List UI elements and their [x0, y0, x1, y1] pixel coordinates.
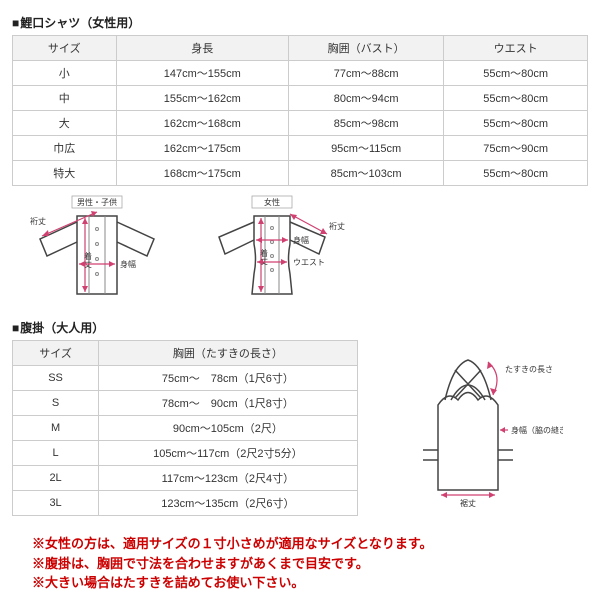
col-height: 身長 — [116, 36, 289, 61]
table-cell: 75cm～ 78cm（1尺6寸） — [99, 366, 357, 391]
svg-text:ウエスト: ウエスト — [293, 258, 325, 267]
table-row: 中155cm～162cm80cm～94cm55cm～80cm — [13, 86, 588, 111]
table-cell: S — [13, 391, 99, 416]
note-line: ※大きい場合はたすきを詰めてお使い下さい。 — [32, 573, 588, 593]
table-cell: 168cm～175cm — [116, 161, 289, 186]
table-cell: 2L — [13, 466, 99, 491]
table-cell: 中 — [13, 86, 117, 111]
table-cell: 3L — [13, 491, 99, 516]
col-size: サイズ — [13, 36, 117, 61]
table-cell: 95cm～115cm — [289, 136, 444, 161]
shirt-diagram-male-icon: 男性・子供 裄丈 着丈 身幅 — [22, 194, 177, 309]
table-cell: 75cm～90cm — [444, 136, 588, 161]
table-cell: SS — [13, 366, 99, 391]
table-cell: M — [13, 416, 99, 441]
table-cell: 55cm～80cm — [444, 86, 588, 111]
shirt-section-title: 鯉口シャツ（女性用） — [12, 14, 588, 31]
col-size: サイズ — [13, 341, 99, 366]
table-row: SS75cm～ 78cm（1尺6寸） — [13, 366, 358, 391]
col-bust: 胸囲（バスト） — [289, 36, 444, 61]
shirt-size-table: サイズ 身長 胸囲（バスト） ウエスト 小147cm～155cm77cm～88c… — [12, 35, 588, 186]
table-row: 特大168cm～175cm85cm～103cm55cm～80cm — [13, 161, 588, 186]
table-cell: 55cm～80cm — [444, 111, 588, 136]
table-row: 巾広162cm～175cm95cm～115cm75cm～90cm — [13, 136, 588, 161]
shirt-diagram-female-icon: 女性 裄丈 着丈 身幅 ウエスト — [197, 194, 352, 309]
haragake-section-title: 腹掛（大人用） — [12, 319, 588, 336]
table-cell: 特大 — [13, 161, 117, 186]
table-cell: 90cm～105cm（2尺） — [99, 416, 357, 441]
note-line: ※女性の方は、適用サイズの１寸小さめが適用なサイズとなります。 — [32, 534, 588, 554]
table-cell: 117cm～123cm（2尺4寸） — [99, 466, 357, 491]
svg-text:身幅: 身幅 — [120, 259, 136, 269]
table-row: 大162cm～168cm85cm～98cm55cm～80cm — [13, 111, 588, 136]
table-cell: 162cm～175cm — [116, 136, 289, 161]
table-cell: 85cm～98cm — [289, 111, 444, 136]
table-row: S78cm～ 90cm（1尺8寸） — [13, 391, 358, 416]
svg-text:裾丈: 裾丈 — [460, 498, 476, 508]
haragake-diagram-icon: たすきの長さ 身幅（脇の縫ぎ目） 裾丈 — [393, 350, 563, 510]
svg-text:身幅: 身幅 — [293, 235, 309, 245]
note-line: ※腹掛は、胸囲で寸法を合わせますがあくまで目安です。 — [32, 554, 588, 574]
table-cell: 155cm～162cm — [116, 86, 289, 111]
table-cell: 巾広 — [13, 136, 117, 161]
table-row: M90cm～105cm（2尺） — [13, 416, 358, 441]
table-cell: 78cm～ 90cm（1尺8寸） — [99, 391, 357, 416]
shirt-diagrams: 男性・子供 裄丈 着丈 身幅 女性 — [12, 194, 588, 309]
table-row: サイズ 身長 胸囲（バスト） ウエスト — [13, 36, 588, 61]
svg-text:裄丈: 裄丈 — [30, 216, 46, 226]
col-chest: 胸囲（たすきの長さ） — [99, 341, 357, 366]
table-cell: 大 — [13, 111, 117, 136]
table-row: 2L117cm～123cm（2尺4寸） — [13, 466, 358, 491]
svg-text:たすきの長さ: たすきの長さ — [505, 365, 553, 374]
svg-text:女性: 女性 — [264, 197, 280, 207]
notes-block: ※女性の方は、適用サイズの１寸小さめが適用なサイズとなります。 ※腹掛は、胸囲で… — [12, 534, 588, 593]
table-cell: 小 — [13, 61, 117, 86]
svg-text:男性・子供: 男性・子供 — [77, 197, 117, 207]
col-waist: ウエスト — [444, 36, 588, 61]
table-cell: L — [13, 441, 99, 466]
table-cell: 77cm～88cm — [289, 61, 444, 86]
table-cell: 105cm～117cm（2尺2寸5分） — [99, 441, 357, 466]
haragake-size-table: サイズ 胸囲（たすきの長さ） SS75cm～ 78cm（1尺6寸）S78cm～ … — [12, 340, 358, 516]
svg-text:裄丈: 裄丈 — [329, 221, 345, 231]
table-cell: 162cm～168cm — [116, 111, 289, 136]
table-cell: 123cm～135cm（2尺6寸） — [99, 491, 357, 516]
table-row: 3L123cm～135cm（2尺6寸） — [13, 491, 358, 516]
table-cell: 55cm～80cm — [444, 61, 588, 86]
svg-text:身幅（脇の縫ぎ目）: 身幅（脇の縫ぎ目） — [511, 425, 563, 435]
table-cell: 55cm～80cm — [444, 161, 588, 186]
table-cell: 147cm～155cm — [116, 61, 289, 86]
table-row: サイズ 胸囲（たすきの長さ） — [13, 341, 358, 366]
table-cell: 80cm～94cm — [289, 86, 444, 111]
table-cell: 85cm～103cm — [289, 161, 444, 186]
table-row: L105cm～117cm（2尺2寸5分） — [13, 441, 358, 466]
table-row: 小147cm～155cm77cm～88cm55cm～80cm — [13, 61, 588, 86]
